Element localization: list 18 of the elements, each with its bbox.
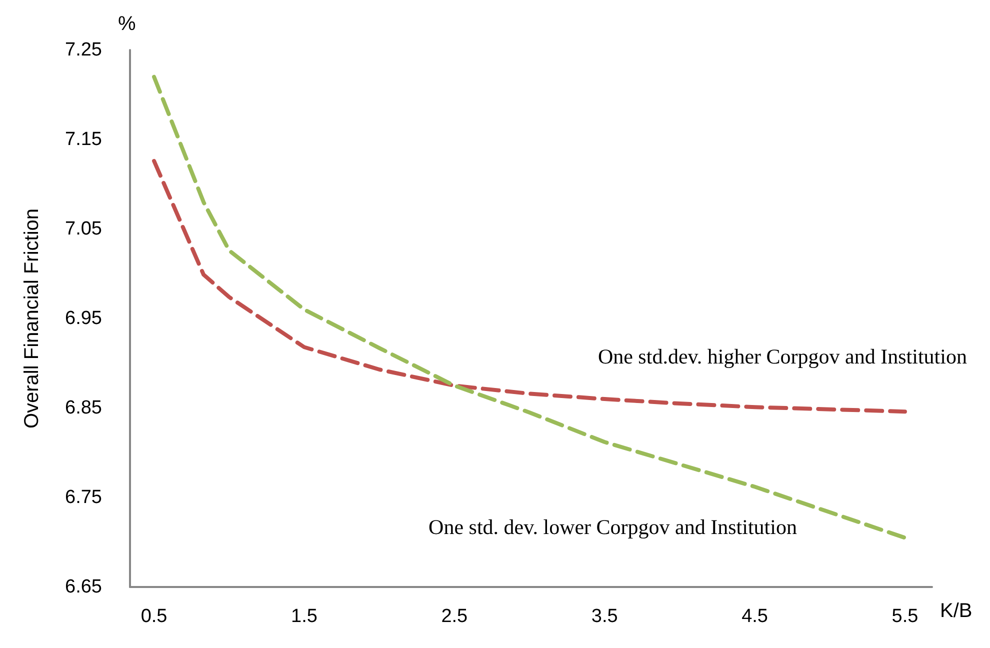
series-label: One std.dev. higher Corpgov and Institution — [598, 344, 968, 369]
x-tick-label: 2.5 — [441, 606, 468, 627]
x-tick-label: 4.5 — [742, 606, 768, 627]
series-label: One std. dev. lower Corpgov and Institution — [428, 514, 798, 539]
x-tick-label: 5.5 — [892, 606, 918, 627]
y-tick-label: 6.95 — [65, 308, 102, 329]
y-axis-title: Overall Financial Friction — [21, 208, 43, 429]
x-axis-title: K/B — [940, 600, 972, 622]
y-tick-label: 6.65 — [65, 576, 102, 598]
y-tick-label: 6.75 — [65, 487, 102, 508]
x-tick-label: 1.5 — [291, 606, 318, 627]
y-tick-label: 7.05 — [65, 218, 102, 240]
y-tick-label: 7.15 — [65, 129, 102, 150]
y-tick-label: 6.85 — [65, 398, 102, 418]
x-tick-label: 3.5 — [591, 606, 618, 627]
text: % — [118, 13, 136, 35]
x-tick-label: 0.5 — [140, 606, 168, 627]
y-tick-label: 7.25 — [65, 40, 102, 60]
